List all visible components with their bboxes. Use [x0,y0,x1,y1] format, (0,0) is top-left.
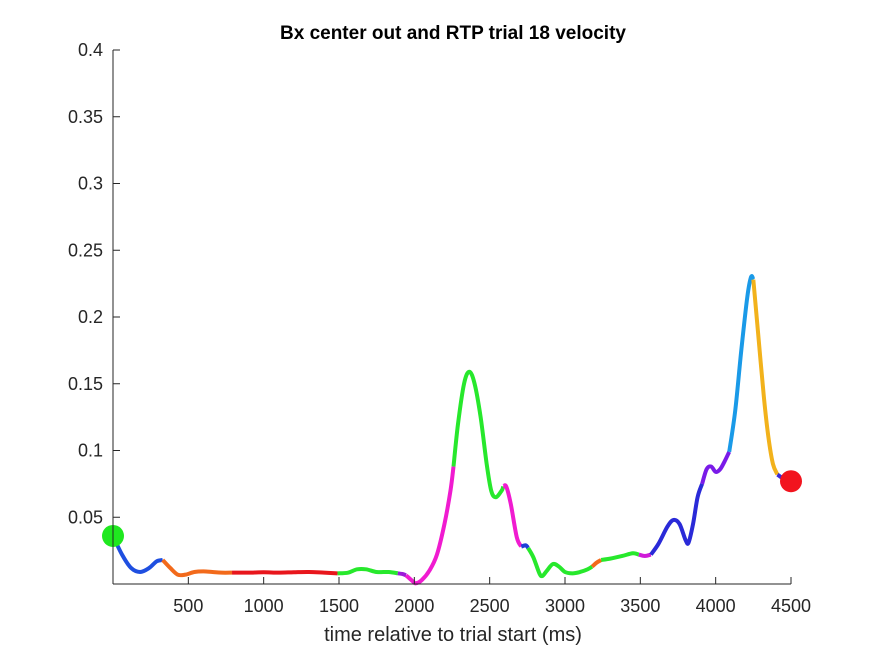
plot-area [102,274,802,586]
series-segment-2 [161,558,233,578]
y-tick-label: 0.3 [78,174,103,194]
y-tick-label: 0.2 [78,307,103,327]
series-segment-5 [397,571,407,578]
x-tick-label: 4000 [696,596,736,616]
chart-title: Bx center out and RTP trial 18 velocity [280,23,626,44]
x-tick-label: 1500 [319,596,359,616]
series-segment-14 [649,483,705,556]
series-segment-11 [590,558,603,569]
x-tick-label: 4500 [771,596,811,616]
y-tick-label: 0.15 [68,374,103,394]
y-tick-label: 0.25 [68,240,103,260]
y-axis: 0.05 0.1 0.15 0.2 0.25 0.3 0.35 0.4 [68,40,120,584]
y-tick-label: 0.05 [68,507,103,527]
y-tick-label: 0.1 [78,441,103,461]
series-segment-7 [451,369,506,500]
series-segment-15 [700,450,732,485]
series-segment-17 [751,279,780,476]
x-tick-label: 2500 [470,596,510,616]
series-segment-1 [111,535,164,574]
series-segment-3 [232,569,338,576]
series-segment-12 [600,551,640,562]
x-tick-label: 2000 [394,596,434,616]
end-marker [780,470,802,493]
series-segment-4 [337,566,399,576]
x-tick-label: 500 [173,596,203,616]
y-tick-label: 0.4 [78,40,103,60]
series-segment-8 [502,483,524,548]
series-segment-9 [520,543,530,550]
x-axis: 500 1000 1500 2000 2500 3000 3500 4000 4500 [113,577,811,616]
series-segment-10 [526,546,594,579]
series-segment-16 [727,274,756,453]
x-tick-label: 3000 [545,596,585,616]
series-segment-13 [638,552,652,558]
y-tick-label: 0.35 [68,107,103,127]
x-tick-label: 3500 [620,596,660,616]
x-tick-label: 1000 [244,596,284,616]
x-axis-label: time relative to trial start (ms) [324,624,582,646]
